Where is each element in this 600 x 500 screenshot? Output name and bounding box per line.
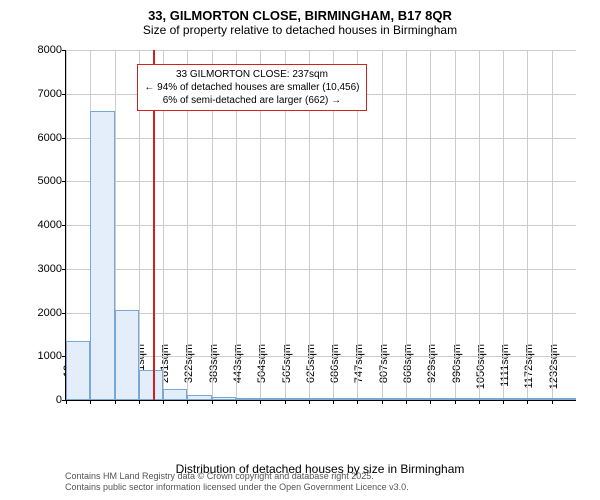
gridline-horizontal xyxy=(66,269,576,270)
chart-subtitle: Size of property relative to detached ho… xyxy=(0,23,600,41)
histogram-bar xyxy=(527,398,551,400)
histogram-bar xyxy=(236,398,260,400)
histogram-bar xyxy=(455,398,479,400)
gridline-horizontal xyxy=(66,225,576,226)
gridline-horizontal xyxy=(66,50,576,51)
x-tick-label: 625sqm xyxy=(305,344,317,404)
gridline-vertical xyxy=(430,50,431,400)
x-tick-label: 443sqm xyxy=(232,344,244,404)
x-tick-label: 929sqm xyxy=(426,344,438,404)
histogram-bar xyxy=(260,398,284,400)
x-tick-label: 1111sqm xyxy=(499,344,511,404)
x-tick-label: 565sqm xyxy=(281,344,293,404)
x-tick-label: 686sqm xyxy=(329,344,341,404)
x-tick-label: 1050sqm xyxy=(475,344,487,404)
histogram-bar xyxy=(139,370,163,400)
histogram-bar xyxy=(163,389,187,400)
histogram-bar xyxy=(430,398,454,400)
gridline-horizontal xyxy=(66,138,576,139)
plot-region: 01000200030004000500060007000800019sqm79… xyxy=(65,50,576,401)
histogram-bar xyxy=(212,397,236,401)
chart-title: 33, GILMORTON CLOSE, BIRMINGHAM, B17 8QR xyxy=(0,0,600,23)
footer-line-1: Contains HM Land Registry data © Crown c… xyxy=(65,471,409,483)
gridline-vertical xyxy=(479,50,480,400)
histogram-bar xyxy=(285,398,309,400)
gridline-horizontal xyxy=(66,356,576,357)
x-tick-label: 504sqm xyxy=(256,344,268,404)
gridline-vertical xyxy=(455,50,456,400)
histogram-bar xyxy=(333,398,357,400)
gridline-vertical xyxy=(503,50,504,400)
histogram-bar xyxy=(187,395,211,400)
gridline-horizontal xyxy=(66,313,576,314)
histogram-bar xyxy=(309,398,333,400)
x-tick-label: 747sqm xyxy=(353,344,365,404)
histogram-bar xyxy=(66,341,90,400)
x-tick-label: 807sqm xyxy=(378,344,390,404)
histogram-bar xyxy=(552,398,576,400)
x-tick-label: 990sqm xyxy=(451,344,463,404)
x-tick-label: 1172sqm xyxy=(523,344,535,404)
chart-container: 33, GILMORTON CLOSE, BIRMINGHAM, B17 8QR… xyxy=(0,0,600,500)
histogram-bar xyxy=(115,310,139,400)
histogram-bar xyxy=(90,111,114,400)
gridline-vertical xyxy=(382,50,383,400)
annotation-line: ← 94% of detached houses are smaller (10… xyxy=(144,81,359,94)
x-tick-label: 1232sqm xyxy=(548,344,560,404)
gridline-vertical xyxy=(552,50,553,400)
histogram-bar xyxy=(406,398,430,400)
footer-line-2: Contains public sector information licen… xyxy=(65,482,409,494)
histogram-bar xyxy=(382,398,406,400)
gridline-vertical xyxy=(406,50,407,400)
chart-plot-area: 01000200030004000500060007000800019sqm79… xyxy=(65,50,575,400)
histogram-bar xyxy=(357,398,381,400)
histogram-bar xyxy=(503,398,527,400)
annotation-line: 6% of semi-detached are larger (662) → xyxy=(144,94,359,107)
x-tick-label: 868sqm xyxy=(402,344,414,404)
gridline-horizontal xyxy=(66,181,576,182)
annotation-line: 33 GILMORTON CLOSE: 237sqm xyxy=(144,68,359,81)
annotation-box: 33 GILMORTON CLOSE: 237sqm← 94% of detac… xyxy=(137,64,366,111)
gridline-vertical xyxy=(527,50,528,400)
histogram-bar xyxy=(479,398,503,400)
footer-attribution: Contains HM Land Registry data © Crown c… xyxy=(65,471,409,494)
